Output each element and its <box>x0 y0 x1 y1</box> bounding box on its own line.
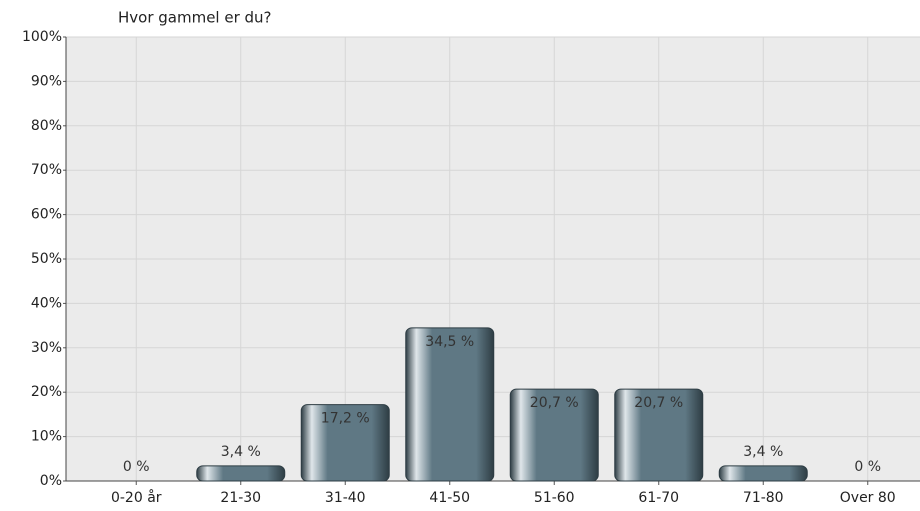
value-label: 20,7 % <box>634 395 683 411</box>
bar <box>300 404 390 482</box>
y-tick-label: 100% <box>22 29 62 45</box>
x-tick-label: 41-50 <box>429 490 470 506</box>
bar <box>718 465 808 482</box>
value-label: 17,2 % <box>321 411 370 427</box>
bar <box>614 388 704 482</box>
x-tick-label: 71-80 <box>743 490 784 506</box>
bar <box>509 388 599 482</box>
value-label: 0 % <box>854 459 881 475</box>
y-tick-label: 60% <box>31 207 62 223</box>
y-tick-label: 20% <box>31 384 62 400</box>
value-label: 3,4 % <box>221 444 261 460</box>
x-tick-label: 0-20 år <box>111 489 162 506</box>
value-label: 3,4 % <box>743 444 783 460</box>
y-tick-label: 70% <box>31 162 62 178</box>
bar <box>405 327 495 482</box>
value-label: 20,7 % <box>530 395 579 411</box>
y-tick-label: 80% <box>31 118 62 134</box>
y-tick-label: 50% <box>31 251 62 267</box>
x-tick-label: 31-40 <box>325 490 366 506</box>
x-tick-label: 51-60 <box>534 490 575 506</box>
bar <box>196 465 286 482</box>
x-tick-label: 61-70 <box>638 490 679 506</box>
x-tick-label: 21-30 <box>220 490 261 506</box>
value-label: 34,5 % <box>425 334 474 350</box>
y-tick-label: 0% <box>40 473 62 489</box>
value-label: 0 % <box>123 459 150 475</box>
y-tick-label: 30% <box>31 340 62 356</box>
chart-title: Hvor gammel er du? <box>118 9 272 27</box>
y-tick-label: 40% <box>31 295 62 311</box>
x-tick-label: Over 80 <box>840 490 896 506</box>
y-tick-label: 90% <box>31 73 62 89</box>
y-tick-label: 10% <box>31 429 62 445</box>
